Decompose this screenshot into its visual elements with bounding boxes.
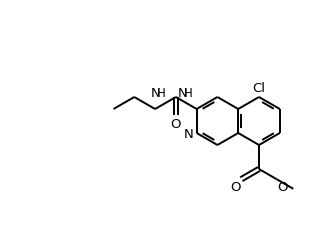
Text: O: O xyxy=(171,118,181,131)
Text: N: N xyxy=(184,127,194,140)
Text: Cl: Cl xyxy=(252,82,265,94)
Text: O: O xyxy=(230,180,240,193)
Text: H: H xyxy=(157,87,166,100)
Text: O: O xyxy=(278,180,288,193)
Text: H: H xyxy=(184,87,193,100)
Text: N: N xyxy=(177,87,187,100)
Text: N: N xyxy=(151,87,160,100)
